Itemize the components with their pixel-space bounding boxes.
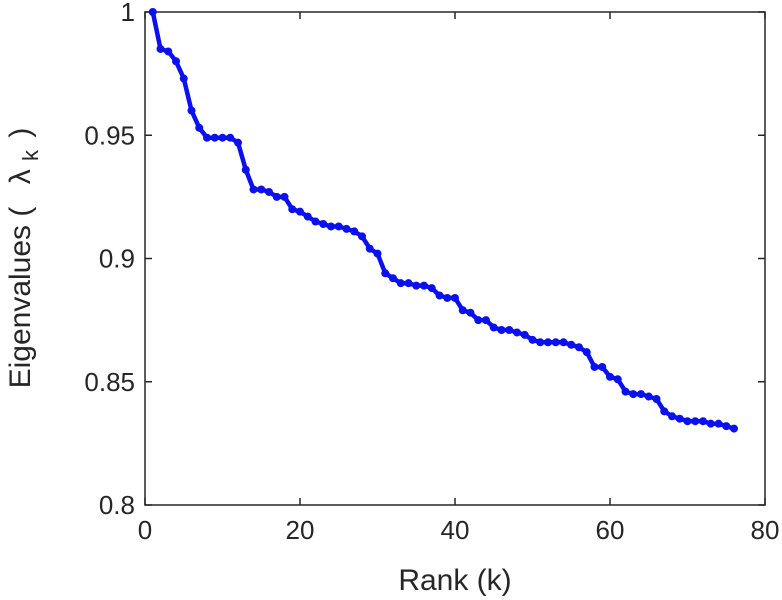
data-point <box>187 106 196 115</box>
data-point <box>551 338 560 347</box>
data-point <box>466 308 475 317</box>
y-axis-label-suffix: ) <box>4 128 37 138</box>
data-point <box>474 316 483 325</box>
axis-ticks: 0 20 40 60 80 0.8 0.85 0.9 0.95 1 <box>84 0 779 545</box>
data-point <box>644 392 653 401</box>
data-point <box>567 340 576 349</box>
data-point <box>582 348 591 357</box>
data-point <box>691 417 700 426</box>
data-point <box>358 232 366 241</box>
data-point <box>396 279 405 288</box>
data-point <box>590 362 599 371</box>
data-point <box>613 375 622 384</box>
data-point <box>536 338 545 347</box>
data-point <box>148 8 157 16</box>
data-point <box>489 323 498 332</box>
y-axis-label-subscript: k <box>18 149 43 161</box>
data-point <box>598 362 607 371</box>
data-point <box>365 244 374 253</box>
data-point <box>722 422 731 431</box>
data-point <box>621 387 630 396</box>
data-point <box>730 424 738 433</box>
data-point <box>303 212 312 221</box>
data-point <box>482 316 490 325</box>
data-point <box>412 281 421 290</box>
data-point <box>288 205 297 214</box>
data-point <box>350 227 359 236</box>
data-point <box>443 293 452 302</box>
data-point <box>334 222 343 231</box>
data-point <box>342 224 351 233</box>
data-point <box>296 207 304 216</box>
y-tick-label: 0.9 <box>99 244 135 274</box>
data-point <box>179 74 188 83</box>
data-point <box>544 338 552 347</box>
data-point <box>668 412 676 421</box>
data-point <box>404 279 413 288</box>
data-point <box>373 249 382 258</box>
data-point <box>660 407 669 416</box>
y-axis-label: Eigenvalues ( λ k ) <box>4 128 45 389</box>
data-point <box>520 330 529 339</box>
y-axis-label-prefix: Eigenvalues ( <box>4 207 37 389</box>
data-point <box>203 133 211 142</box>
data-point <box>280 192 289 201</box>
y-axis-label-lambda: λ <box>4 169 37 184</box>
data-point <box>319 219 328 228</box>
y-tick-label: 0.95 <box>84 120 135 150</box>
data-point <box>257 185 266 194</box>
data-point <box>683 417 692 426</box>
data-point <box>226 133 235 142</box>
data-point <box>714 419 723 428</box>
data-point <box>528 335 537 344</box>
y-tick-label: 0.85 <box>84 367 135 397</box>
data-point <box>265 187 273 196</box>
data-point <box>637 390 645 399</box>
data-point <box>195 123 204 132</box>
x-tick-label: 40 <box>441 515 470 545</box>
series-line <box>150 9 737 431</box>
data-point <box>164 47 173 56</box>
data-point <box>513 328 521 337</box>
data-point <box>272 192 281 201</box>
data-point <box>311 217 320 226</box>
data-point <box>629 390 638 399</box>
data-point <box>458 306 467 315</box>
data-point <box>435 291 444 300</box>
y-tick-label: 0.8 <box>99 490 135 520</box>
data-point <box>420 281 428 290</box>
data-point <box>389 274 397 283</box>
data-point <box>505 325 514 334</box>
data-point <box>241 165 250 174</box>
data-point <box>652 395 661 404</box>
data-point <box>234 138 242 147</box>
data-point <box>327 222 335 231</box>
data-point <box>606 372 614 381</box>
data-point <box>172 57 180 66</box>
data-point <box>249 185 258 194</box>
data-point <box>675 414 684 423</box>
x-axis-label: Rank (k) <box>398 564 511 597</box>
data-point <box>381 269 390 278</box>
data-point <box>575 343 583 352</box>
x-tick-label: 60 <box>596 515 625 545</box>
data-point <box>497 325 506 334</box>
x-tick-label: 0 <box>138 515 152 545</box>
data-point <box>156 44 165 53</box>
svg-text:Eigenvalues ( λ k: Eigenvalues ( λ k ) <box>4 128 45 389</box>
data-point <box>218 133 227 142</box>
y-tick-label: 1 <box>121 0 135 27</box>
x-tick-label: 20 <box>286 515 315 545</box>
data-point <box>451 293 459 302</box>
data-point <box>427 284 436 293</box>
series-layer <box>148 8 738 433</box>
data-point <box>559 338 568 347</box>
data-point <box>210 133 219 142</box>
x-tick-label: 80 <box>751 515 780 545</box>
plot-frame <box>144 11 766 506</box>
data-point <box>706 419 715 428</box>
data-point <box>699 417 707 426</box>
